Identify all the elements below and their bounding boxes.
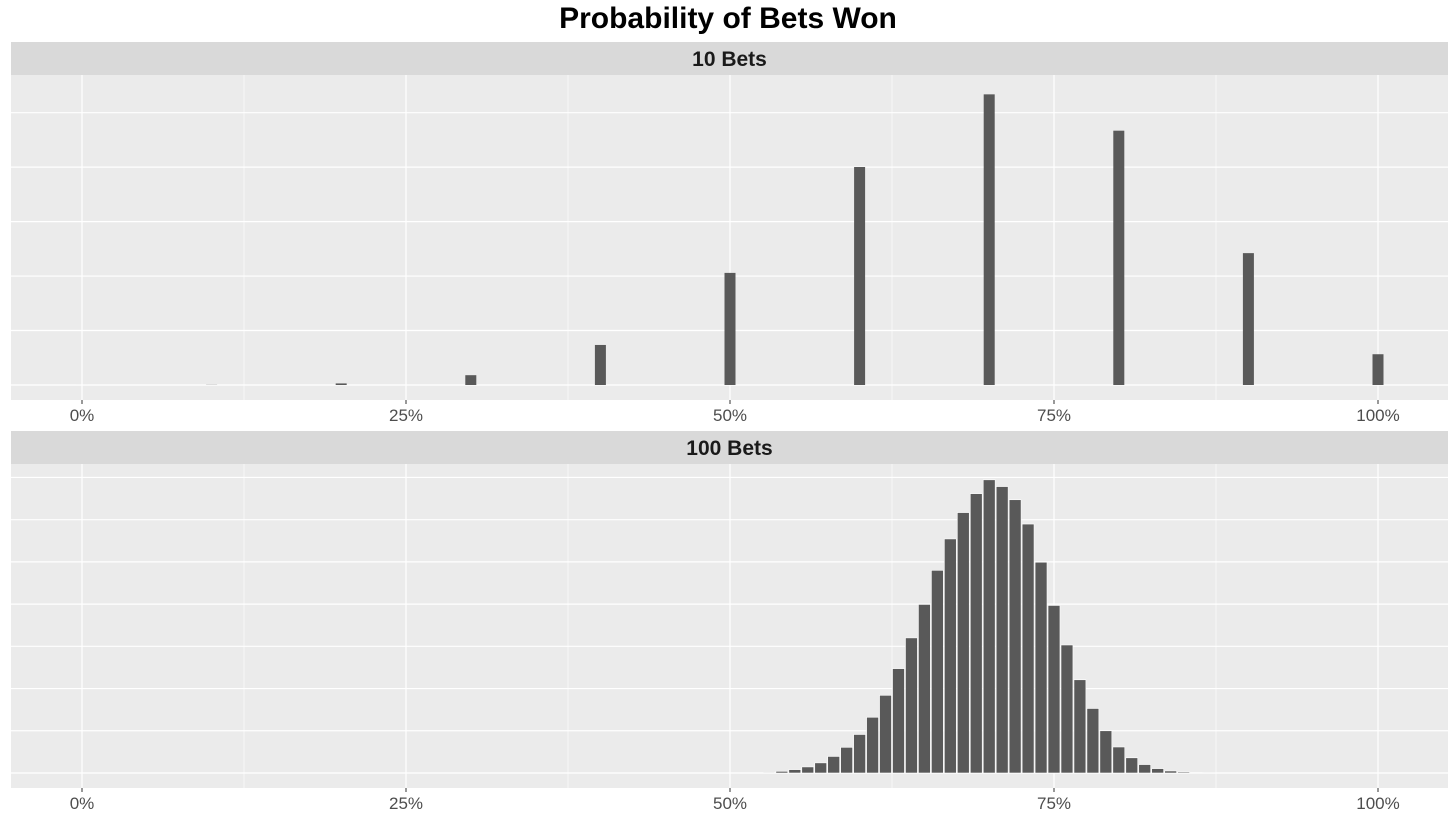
bar [594, 344, 606, 385]
bar [957, 512, 970, 774]
bar [905, 637, 918, 774]
bar [335, 383, 347, 385]
bar [1138, 764, 1151, 774]
bar [944, 538, 957, 774]
bar [931, 570, 944, 774]
bar [788, 769, 802, 774]
bar [814, 762, 827, 774]
bar [775, 771, 789, 774]
bar [983, 94, 995, 385]
facet-strip-label: 10 Bets [692, 48, 767, 71]
bar [762, 772, 776, 774]
bar [1125, 757, 1139, 774]
bar [724, 272, 736, 385]
bar [1008, 499, 1022, 774]
bar [969, 493, 983, 774]
bar [1372, 354, 1384, 385]
x-tick-label: 0% [70, 794, 95, 813]
x-tick-label: 0% [70, 406, 95, 425]
x-tick-label: 50% [713, 794, 747, 813]
bar [995, 486, 1009, 774]
bar [1047, 605, 1061, 774]
bar [1086, 708, 1100, 774]
bar [853, 734, 866, 774]
bar [1112, 746, 1126, 774]
bar [866, 716, 879, 774]
bar [854, 167, 866, 385]
bar [982, 479, 996, 774]
bar [840, 747, 853, 774]
bar [892, 668, 905, 774]
bar [465, 375, 477, 385]
bar [801, 766, 815, 774]
x-tick-label: 50% [713, 406, 747, 425]
x-tick-label: 100% [1356, 794, 1399, 813]
x-tick-label: 25% [389, 406, 423, 425]
facet-strip [11, 42, 1448, 75]
bar [1151, 768, 1164, 774]
facet-strip [11, 431, 1448, 464]
bar [918, 604, 931, 774]
bar [1021, 523, 1035, 774]
bar [1060, 644, 1074, 774]
x-tick-label: 75% [1037, 406, 1071, 425]
bar [1034, 561, 1048, 774]
bar [1099, 730, 1113, 774]
bar [1177, 771, 1190, 774]
bar [1164, 770, 1177, 774]
bar [1242, 253, 1254, 385]
x-tick-label: 100% [1356, 406, 1399, 425]
bar [879, 695, 892, 774]
bar [827, 756, 840, 774]
x-tick-label: 25% [389, 794, 423, 813]
x-tick-label: 75% [1037, 794, 1071, 813]
bar [1073, 679, 1087, 774]
chart-title: Probability of Bets Won [559, 2, 897, 35]
bar [1113, 130, 1125, 385]
facet-strip-label: 100 Bets [686, 437, 772, 460]
